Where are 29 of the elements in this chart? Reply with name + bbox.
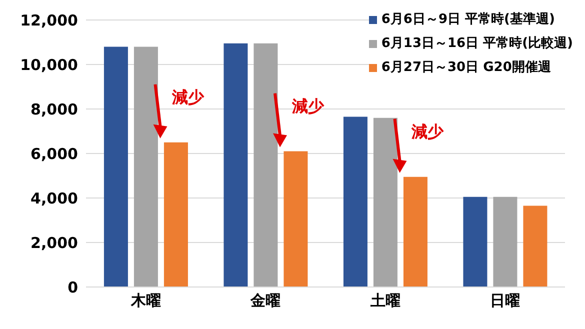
bar bbox=[523, 206, 548, 287]
annotation: 減少 bbox=[410, 122, 445, 141]
bar bbox=[134, 46, 158, 287]
bar bbox=[343, 116, 368, 287]
legend-label: 6月27日～30日 G20開催週 bbox=[381, 59, 551, 77]
bar bbox=[373, 118, 398, 287]
bar bbox=[254, 43, 278, 287]
legend-label: 6月6日～9日 平常時(基準週) bbox=[381, 11, 555, 29]
bar bbox=[224, 43, 248, 287]
x-tick-label: 金曜 bbox=[250, 292, 281, 310]
x-tick-label: 木曜 bbox=[130, 292, 161, 310]
bar bbox=[104, 46, 128, 287]
legend-label: 6月13日～16日 平常時(比較週) bbox=[381, 35, 573, 53]
y-tick-label: 4,000 bbox=[30, 189, 78, 208]
bar bbox=[463, 196, 488, 287]
bar bbox=[493, 196, 518, 287]
y-tick-label: 10,000 bbox=[20, 56, 78, 74]
y-tick-label: 12,000 bbox=[20, 11, 78, 30]
bar bbox=[284, 151, 308, 287]
annotation: 減少 bbox=[171, 87, 206, 106]
annotation: 減少 bbox=[290, 96, 325, 116]
bar bbox=[164, 142, 188, 287]
y-tick-label: 8,000 bbox=[30, 100, 78, 118]
bar bbox=[403, 176, 428, 287]
y-tick-label: 0 bbox=[68, 278, 78, 296]
y-tick-label: 6,000 bbox=[30, 144, 78, 163]
x-tick-label: 土曜 bbox=[369, 292, 400, 310]
y-tick-label: 2,000 bbox=[30, 234, 78, 252]
x-tick-label: 日曜 bbox=[490, 292, 520, 310]
